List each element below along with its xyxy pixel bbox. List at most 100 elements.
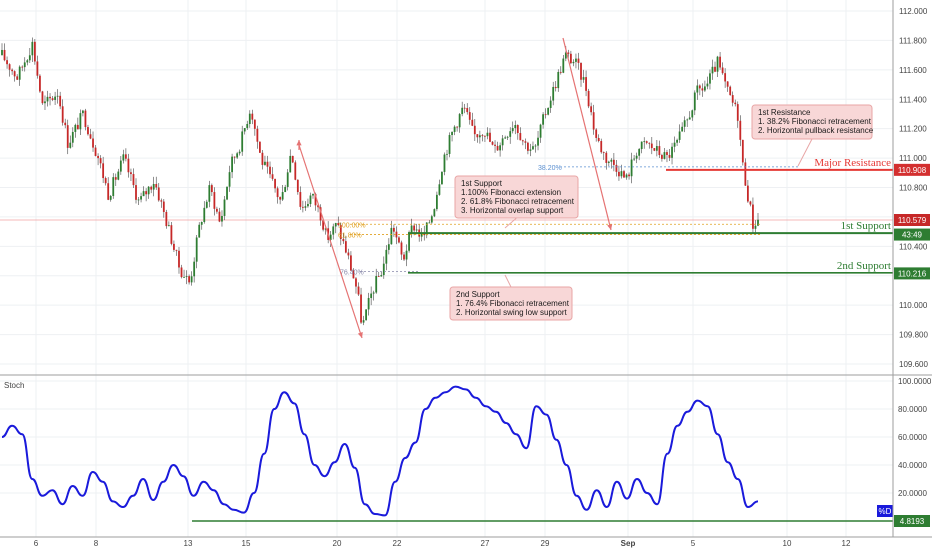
candle bbox=[71, 127, 74, 148]
candle-body bbox=[185, 276, 188, 277]
candle-body bbox=[628, 174, 630, 177]
candle-body bbox=[562, 58, 565, 73]
candle bbox=[226, 186, 228, 201]
candle-body bbox=[337, 223, 340, 226]
arrows bbox=[296, 37, 613, 339]
time-axis[interactable]: 6 8 13 15 20 22 27 29 Sep 5 10 12 bbox=[34, 539, 851, 548]
candle-body bbox=[16, 76, 19, 80]
candle-body bbox=[678, 131, 681, 140]
candle bbox=[554, 81, 557, 92]
candle bbox=[114, 173, 117, 186]
candle-body bbox=[6, 60, 8, 65]
candle-body bbox=[130, 172, 132, 175]
candle-body bbox=[478, 135, 481, 138]
candle-body bbox=[410, 225, 413, 233]
stoch-tick: 60.0000 bbox=[898, 433, 927, 442]
candle-body bbox=[709, 73, 711, 84]
stoch-axis[interactable]: 100.0000 80.0000 60.0000 40.0000 20.0000 bbox=[898, 377, 932, 498]
main-pane[interactable]: Major Resistance 1st Support 2nd Support 3… bbox=[1, 37, 893, 339]
time-tick: 8 bbox=[94, 539, 99, 548]
countdown-tag: 43:49 bbox=[894, 228, 930, 241]
current-price-tag-text: 110.579 bbox=[898, 216, 927, 225]
stoch-last-value-tag: 4.8193 bbox=[894, 515, 930, 527]
candle bbox=[524, 138, 527, 150]
candle bbox=[618, 165, 620, 181]
candle bbox=[66, 119, 69, 155]
candle bbox=[124, 148, 127, 162]
candle bbox=[104, 176, 107, 186]
candle-body bbox=[734, 102, 737, 105]
candle bbox=[279, 196, 282, 205]
candle-body bbox=[117, 171, 120, 180]
candle-body bbox=[357, 286, 360, 295]
candle bbox=[195, 235, 198, 269]
candle-body bbox=[501, 138, 504, 146]
candle bbox=[264, 155, 266, 166]
candle-body bbox=[261, 152, 264, 165]
candle bbox=[671, 142, 673, 165]
stoch-pane[interactable]: Stoch %D 4.8193 bbox=[1, 381, 930, 527]
candle bbox=[494, 140, 496, 153]
candle-body bbox=[198, 224, 201, 238]
candle bbox=[248, 110, 251, 128]
price-tick: 110.400 bbox=[899, 242, 928, 251]
candle-body bbox=[638, 149, 641, 156]
candle bbox=[380, 271, 383, 277]
candle bbox=[375, 268, 378, 294]
candle-body bbox=[532, 146, 534, 150]
candle-body bbox=[688, 117, 691, 120]
candle-body bbox=[415, 229, 418, 231]
candle bbox=[655, 140, 658, 157]
candle bbox=[597, 134, 600, 143]
candle bbox=[97, 153, 99, 166]
candle bbox=[173, 240, 175, 252]
candle bbox=[135, 178, 137, 204]
candle bbox=[76, 117, 79, 130]
candle-body bbox=[521, 140, 524, 142]
note-line: 2. 61.8% Fibonacci retracement bbox=[461, 197, 575, 206]
candle-body bbox=[87, 127, 89, 135]
candle-body bbox=[266, 161, 269, 167]
candle bbox=[696, 79, 699, 100]
candle bbox=[749, 200, 752, 207]
candle-body bbox=[193, 261, 196, 277]
candle-body bbox=[233, 156, 236, 158]
candle bbox=[79, 109, 82, 136]
candle bbox=[74, 123, 77, 138]
candle-body bbox=[152, 183, 155, 190]
candle bbox=[693, 90, 696, 116]
candle-body bbox=[13, 71, 16, 77]
candle bbox=[549, 96, 552, 113]
stoch-tick: 40.0000 bbox=[898, 461, 927, 470]
candle bbox=[704, 80, 706, 92]
candle bbox=[157, 182, 160, 202]
candle-body bbox=[46, 96, 49, 102]
candle-body bbox=[605, 152, 608, 163]
candle-body bbox=[625, 174, 628, 178]
candle-body bbox=[122, 154, 125, 161]
candle-body bbox=[567, 52, 570, 54]
candle-body bbox=[31, 41, 34, 56]
candle bbox=[731, 91, 734, 107]
candle-body bbox=[693, 92, 696, 111]
candle-body bbox=[724, 73, 727, 82]
candle bbox=[519, 127, 522, 141]
candle bbox=[109, 194, 112, 202]
candle-body bbox=[322, 220, 325, 230]
note-box bbox=[449, 286, 573, 321]
candle bbox=[145, 188, 148, 202]
candle bbox=[542, 112, 544, 129]
candle bbox=[491, 141, 494, 146]
candle-body bbox=[8, 64, 11, 70]
candle-body bbox=[413, 225, 416, 231]
candle-body bbox=[746, 185, 749, 202]
candle bbox=[309, 192, 312, 207]
time-tick: 12 bbox=[842, 539, 851, 548]
candle bbox=[132, 168, 135, 188]
candle bbox=[559, 66, 562, 75]
major-resistance-price-tag: 110.908 bbox=[894, 163, 930, 176]
price-tick: 112.000 bbox=[899, 7, 928, 16]
candle bbox=[691, 109, 694, 121]
candle-body bbox=[511, 128, 514, 132]
arrow-shaft bbox=[298, 144, 363, 339]
